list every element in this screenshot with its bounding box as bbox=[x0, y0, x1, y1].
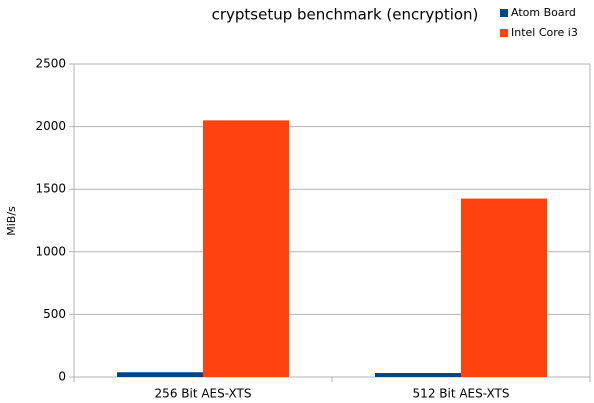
y-tick-label: 1500 bbox=[35, 182, 66, 196]
y-axis-label: MiB/s bbox=[5, 206, 18, 236]
legend-swatch bbox=[500, 9, 508, 17]
y-tick-label: 2000 bbox=[35, 119, 66, 133]
chart-title: cryptsetup benchmark (encryption) bbox=[212, 6, 479, 24]
bar bbox=[375, 372, 461, 377]
y-tick-label: 1000 bbox=[35, 244, 66, 258]
x-tick-label: 256 Bit AES-XTS bbox=[155, 387, 252, 401]
bar bbox=[203, 120, 289, 377]
legend-swatch bbox=[500, 29, 508, 37]
bar bbox=[117, 372, 203, 377]
legend-label: Intel Core i3 bbox=[511, 26, 578, 39]
y-tick-label: 500 bbox=[43, 307, 66, 321]
x-tick-label: 512 Bit AES-XTS bbox=[413, 387, 510, 401]
bar bbox=[461, 198, 547, 377]
y-tick-label: 0 bbox=[58, 370, 66, 384]
y-tick-label: 2500 bbox=[35, 57, 66, 71]
legend-label: Atom Board bbox=[511, 6, 576, 19]
